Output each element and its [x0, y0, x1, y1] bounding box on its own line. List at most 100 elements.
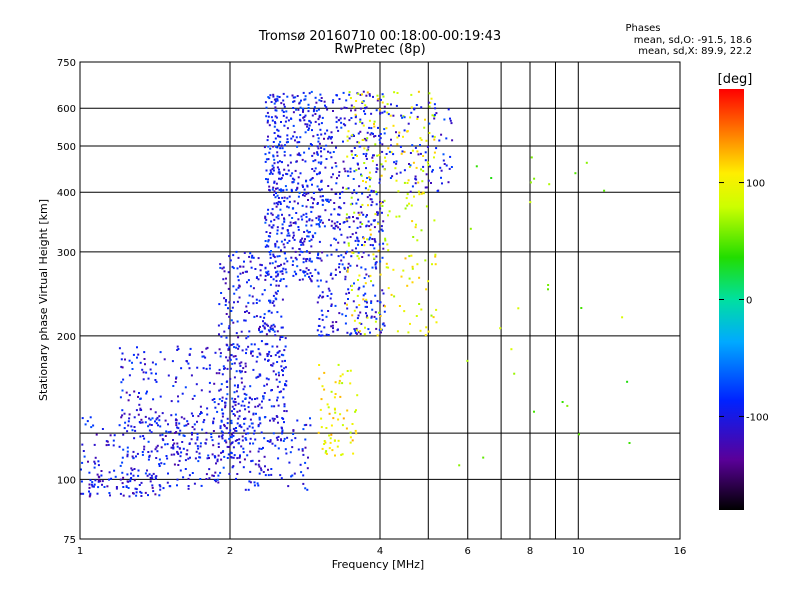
data-point [411, 144, 414, 147]
data-point [417, 181, 420, 184]
data-point [307, 129, 310, 131]
data-point [372, 190, 375, 193]
data-point [358, 141, 361, 144]
data-point [212, 474, 215, 477]
data-point [408, 202, 410, 205]
data-point [176, 442, 179, 445]
colorbar-tick-label: -100 [746, 412, 769, 423]
data-point [199, 456, 202, 459]
data-point [283, 421, 285, 424]
y-tick-label: 500 [57, 142, 76, 153]
data-point [297, 448, 300, 451]
data-point [128, 413, 131, 416]
data-point [130, 467, 133, 470]
data-point [276, 166, 279, 169]
data-point [282, 374, 284, 377]
data-point [281, 360, 284, 363]
data-point [127, 424, 130, 427]
data-point [362, 90, 365, 93]
data-point [244, 270, 247, 273]
data-point [409, 116, 412, 119]
data-point [410, 106, 413, 109]
data-point [270, 468, 273, 470]
data-point [313, 108, 316, 111]
data-point [272, 329, 275, 331]
data-point [317, 272, 320, 275]
data-point [312, 135, 315, 138]
data-point [125, 391, 128, 394]
data-point [277, 457, 280, 460]
data-point [273, 256, 276, 259]
data-point [276, 99, 279, 102]
data-point [356, 226, 359, 229]
data-point [419, 137, 422, 140]
data-point [307, 110, 310, 113]
data-point [252, 302, 255, 305]
data-point [433, 219, 436, 222]
data-point [283, 220, 286, 223]
data-point [255, 302, 258, 304]
data-point [435, 308, 438, 311]
data-point [360, 322, 363, 325]
data-point [334, 393, 337, 395]
data-point [218, 368, 221, 371]
data-point [431, 263, 433, 266]
data-point [403, 116, 406, 119]
data-point [282, 267, 285, 270]
data-point [240, 361, 243, 364]
data-point [226, 417, 229, 420]
data-point [282, 388, 285, 391]
colorbar-label: [deg] [718, 72, 753, 87]
data-point [379, 201, 381, 203]
data-point [333, 208, 336, 211]
data-point [355, 432, 358, 435]
data-point [219, 355, 222, 358]
data-point [299, 136, 302, 139]
data-point [274, 100, 277, 103]
data-point [281, 223, 284, 226]
data-point [236, 275, 239, 278]
data-point [247, 432, 250, 435]
data-point [212, 430, 215, 432]
data-point [257, 405, 260, 408]
data-point [626, 380, 629, 383]
data-point [286, 241, 289, 244]
data-point [271, 442, 274, 445]
data-point [344, 278, 347, 281]
data-point [384, 156, 386, 159]
data-point [146, 469, 148, 472]
data-point [271, 302, 274, 304]
data-point [318, 218, 320, 221]
data-point [185, 424, 188, 427]
data-point [229, 358, 232, 361]
data-point [282, 440, 285, 442]
data-point [449, 117, 451, 120]
data-point [248, 294, 251, 297]
data-point [279, 336, 282, 339]
data-point [285, 110, 288, 113]
data-point [280, 121, 282, 123]
data-point [358, 330, 361, 333]
data-point [276, 154, 279, 157]
data-point [376, 213, 379, 216]
data-point [267, 239, 270, 242]
data-point [284, 383, 287, 385]
data-point [224, 404, 227, 407]
data-point [227, 287, 230, 290]
data-point [397, 190, 400, 193]
data-point [404, 257, 407, 260]
data-point [422, 191, 425, 194]
data-point [482, 456, 485, 459]
data-point [295, 189, 298, 192]
data-point [149, 368, 152, 371]
data-point [230, 419, 233, 422]
data-point [427, 280, 430, 283]
data-point [84, 423, 87, 426]
data-point [283, 405, 286, 408]
data-point [298, 191, 301, 194]
data-point [316, 279, 319, 282]
data-point [430, 97, 433, 100]
data-point [219, 263, 222, 266]
data-point [281, 196, 284, 199]
